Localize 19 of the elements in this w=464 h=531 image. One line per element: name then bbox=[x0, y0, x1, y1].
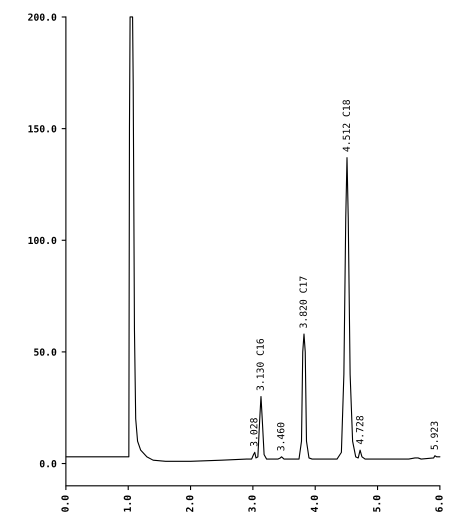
x-tick-label: 5.0 bbox=[373, 495, 380, 512]
annotation: 4.512 C18 bbox=[342, 100, 350, 152]
annotation: 3.130 C16 bbox=[256, 338, 264, 390]
x-tick-label: 3.0 bbox=[248, 495, 256, 512]
y-tick-label: 150.0 bbox=[28, 125, 56, 132]
annotation: 3.028 bbox=[250, 418, 258, 446]
y-tick-label: 50.0 bbox=[34, 348, 56, 356]
x-tick-label: 4.0 bbox=[310, 495, 318, 512]
annotation: 4.728 bbox=[356, 416, 364, 444]
x-tick-label: 2.0 bbox=[186, 495, 194, 512]
x-tick-label: 1.0 bbox=[124, 495, 132, 512]
y-tick-label: 200.0 bbox=[28, 13, 56, 21]
y-tick-label: 100.0 bbox=[28, 236, 56, 244]
annotation: 5.923 bbox=[430, 422, 438, 450]
x-tick-label: 6.0 bbox=[435, 495, 443, 512]
x-tick-label: 0.0 bbox=[61, 495, 69, 512]
annotation: 3.460 bbox=[277, 422, 284, 451]
annotation: 3.820 C17 bbox=[299, 276, 307, 328]
y-tick-label: 0.0 bbox=[40, 460, 56, 468]
